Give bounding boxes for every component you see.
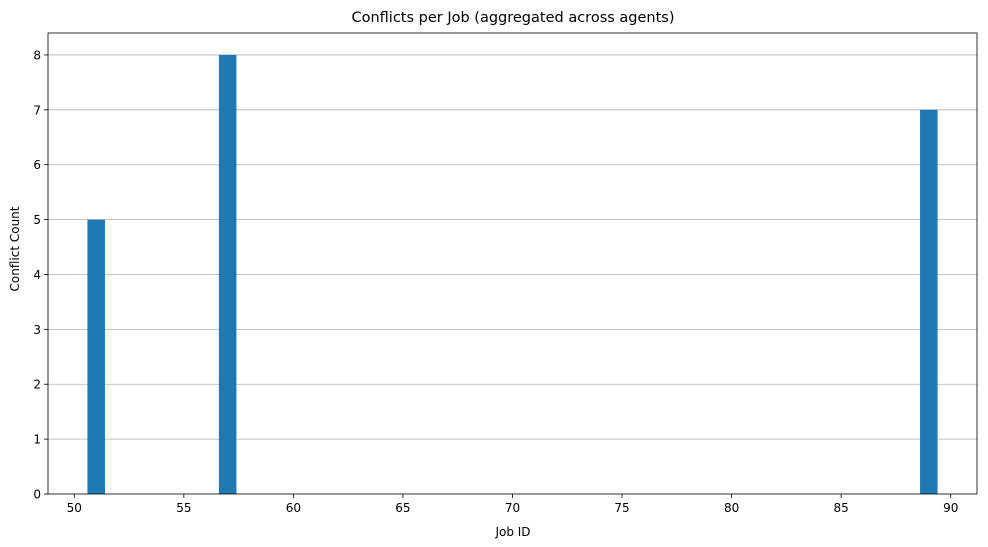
y-tick-label: 4 <box>33 268 41 282</box>
bar <box>87 219 105 494</box>
bars <box>87 54 938 494</box>
chart-title: Conflicts per Job (aggregated across age… <box>351 10 674 26</box>
bar <box>218 54 237 494</box>
x-tick-label: 65 <box>395 501 410 515</box>
x-tick-label: 55 <box>176 501 191 515</box>
y-tick-label: 2 <box>33 378 41 392</box>
y-tick-label: 1 <box>33 433 41 447</box>
y-tick-label: 8 <box>33 48 41 62</box>
y-tick-label: 3 <box>33 323 41 337</box>
grid-lines <box>48 54 977 440</box>
bar <box>920 109 938 494</box>
x-tick-label: 80 <box>724 501 739 515</box>
x-tick-label: 75 <box>614 501 629 515</box>
y-axis-ticks: 0 1 2 3 4 5 6 7 8 <box>33 48 48 502</box>
x-axis-label: Job ID <box>494 525 530 539</box>
x-tick-label: 85 <box>834 501 849 515</box>
y-tick-label: 6 <box>33 158 41 172</box>
x-axis-ticks: 50 55 60 65 70 75 80 85 90 <box>67 494 958 515</box>
y-tick-label: 0 <box>33 488 41 502</box>
y-tick-label: 5 <box>33 213 41 227</box>
x-tick-label: 90 <box>943 501 958 515</box>
x-tick-label: 50 <box>67 501 82 515</box>
x-tick-label: 70 <box>505 501 520 515</box>
x-tick-label: 60 <box>286 501 301 515</box>
y-tick-label: 7 <box>33 103 41 117</box>
y-axis-label: Conflict Count <box>8 206 22 291</box>
